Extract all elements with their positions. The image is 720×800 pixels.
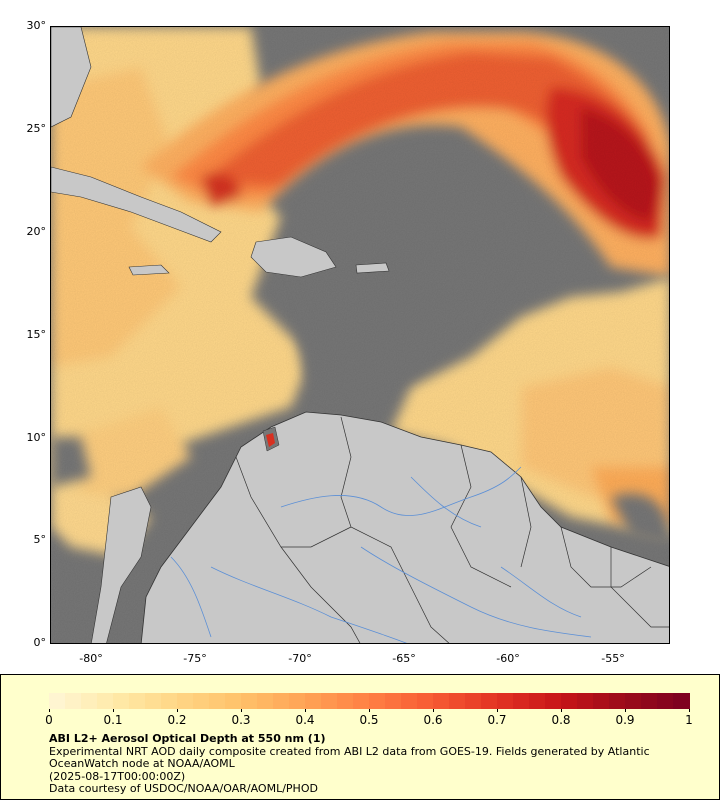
colorbar-tick	[497, 709, 498, 712]
colorbar-tick	[689, 709, 690, 712]
aod-map[interactable]	[50, 26, 670, 644]
colorbar-segment	[657, 693, 674, 709]
colorbar-segment	[321, 693, 338, 709]
colorbar-segment	[545, 693, 562, 709]
colorbar-segment	[161, 693, 178, 709]
colorbar-segment	[401, 693, 418, 709]
lat-label-15: 15°	[26, 328, 47, 341]
colorbar-segment	[225, 693, 242, 709]
lon-label-70: -70°	[288, 652, 312, 665]
land-south-america	[91, 411, 669, 643]
lat-label-20: 20°	[26, 225, 47, 238]
colorbar-segment	[209, 693, 226, 709]
aod-map-svg	[51, 27, 669, 643]
colorbar-segment	[81, 693, 98, 709]
colorbar-segment	[481, 693, 498, 709]
colorbar-segment	[625, 693, 642, 709]
lat-label-10: 10°	[26, 431, 47, 444]
lat-label-30: 30°	[26, 19, 47, 32]
colorbar-tick	[177, 709, 178, 712]
colorbar-segment	[593, 693, 610, 709]
colorbar-segment	[49, 693, 66, 709]
colorbar-label-0.5: 0.5	[359, 713, 379, 727]
lat-label-25: 25°	[26, 122, 47, 135]
colorbar-segment	[257, 693, 274, 709]
colorbar-segment	[65, 693, 82, 709]
colorbar-segment	[113, 693, 130, 709]
legend-panel: 0 0.1 0.2 0.3 0.4 0.5 0.6 0.7 0.8 0.9 1 …	[0, 674, 720, 800]
colorbar-segment	[369, 693, 386, 709]
colorbar-segment	[305, 693, 322, 709]
colorbar-segment	[641, 693, 658, 709]
colorbar-segment	[609, 693, 626, 709]
colorbar-segment	[241, 693, 258, 709]
colorbar-segment	[673, 693, 690, 709]
colorbar-tick	[433, 709, 434, 712]
colorbar-tick	[561, 709, 562, 712]
colorbar-segment	[417, 693, 434, 709]
legend-description-cont: OceanWatch node at NOAA/AOML	[49, 757, 235, 770]
colorbar-segment	[129, 693, 146, 709]
lat-label-0: 0°	[33, 636, 47, 649]
colorbar-segment	[433, 693, 450, 709]
colorbar-tick	[113, 709, 114, 712]
lon-label-55: -55°	[601, 652, 625, 665]
colorbar-tick	[625, 709, 626, 712]
colorbar-segment	[513, 693, 530, 709]
legend-timestamp: (2025-08-17T00:00:00Z)	[49, 769, 186, 783]
colorbar-segment	[465, 693, 482, 709]
colorbar-tick	[241, 709, 242, 712]
colorbar-label-0: 0	[45, 713, 53, 727]
legend-credit: Data courtesy of USDOC/NOAA/OAR/AOML/PHO…	[49, 782, 318, 795]
colorbar-tick	[369, 709, 370, 712]
colorbar-segment	[353, 693, 370, 709]
colorbar-label-0.3: 0.3	[231, 713, 251, 727]
colorbar-label-0.1: 0.1	[103, 713, 123, 727]
legend-title: ABI L2+ Aerosol Optical Depth at 550 nm …	[49, 732, 326, 745]
lon-label-65: -65°	[392, 652, 416, 665]
colorbar-label-0.6: 0.6	[423, 713, 443, 727]
colorbar-segment	[97, 693, 114, 709]
colorbar-segment	[337, 693, 354, 709]
colorbar-label-1: 1	[685, 713, 693, 727]
lat-label-5: 5°	[33, 533, 47, 546]
colorbar-segment	[449, 693, 466, 709]
colorbar-segment	[385, 693, 402, 709]
colorbar-segment	[177, 693, 194, 709]
colorbar-label-0.2: 0.2	[167, 713, 187, 727]
land-islands	[51, 27, 390, 278]
colorbar-label-0.7: 0.7	[487, 713, 507, 727]
colorbar-segment	[273, 693, 290, 709]
colorbar-segment	[577, 693, 594, 709]
colorbar-segment	[289, 693, 306, 709]
colorbar-label-0.8: 0.8	[551, 713, 571, 727]
lon-label-75: -75°	[183, 652, 207, 665]
colorbar	[49, 693, 690, 709]
legend-description: Experimental NRT AOD daily composite cre…	[49, 744, 650, 758]
colorbar-label-0.9: 0.9	[615, 713, 635, 727]
colorbar-segment	[561, 693, 578, 709]
colorbar-tick	[305, 709, 306, 712]
colorbar-label-0.4: 0.4	[295, 713, 315, 727]
lon-label-60: -60°	[496, 652, 520, 665]
colorbar-segment	[497, 693, 514, 709]
colorbar-tick	[49, 709, 50, 712]
lon-label-80: -80°	[79, 652, 103, 665]
legend-text: ABI L2+ Aerosol Optical Depth at 550 nm …	[49, 732, 689, 796]
colorbar-segment	[193, 693, 210, 709]
colorbar-segment	[529, 693, 546, 709]
colorbar-segment	[145, 693, 162, 709]
